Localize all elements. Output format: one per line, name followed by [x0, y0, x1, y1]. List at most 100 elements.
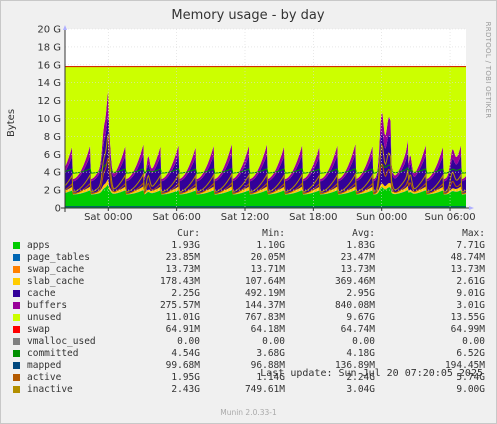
legend-label: page_tables — [27, 252, 90, 263]
legend-row-cache: cache 2.25G 492.19M 2.95G 9.01G — [0, 288, 497, 300]
legend-cur-value: 275.57M — [159, 300, 200, 311]
legend-label: mapped — [27, 360, 62, 371]
legend-max-value: 5.74G — [456, 372, 485, 383]
col-min-header: Min: — [262, 228, 285, 239]
x-axis-arrow-icon — [469, 206, 474, 210]
chart-svg: Memory usage - by day Bytes RRDTOOL / TO… — [6, 8, 492, 223]
legend-label: active — [27, 372, 62, 383]
legend-row-buffers: buffers 275.57M 144.37M 840.08M 3.01G — [0, 300, 497, 312]
y-axis-label: Bytes — [6, 109, 17, 137]
legend-avg-value: 4.18G — [346, 348, 375, 359]
area-buffers — [65, 89, 466, 182]
legend-avg-value: 840.08M — [334, 300, 375, 311]
legend-swatch — [13, 242, 20, 249]
y-tick-label: 18 G — [37, 42, 61, 53]
x-ticks: Sat 00:00 Sat 06:00 Sat 12:00 Sat 18:00 Sun … — [84, 208, 476, 223]
y-tick-label: 4 G — [44, 168, 61, 179]
legend-cur-value: 11.01G — [165, 312, 200, 323]
legend-row-page-tables: page_tables 23.85M 20.05M 23.47M 48.74M — [0, 252, 497, 264]
legend-max-value: 6.52G — [456, 348, 485, 359]
legend-swatch — [13, 314, 20, 321]
legend-swatch — [13, 362, 20, 369]
y-tick-label: 12 G — [37, 96, 61, 107]
y-tick-label: 6 G — [44, 150, 61, 161]
x-tick-label: Sat 12:00 — [221, 212, 269, 223]
legend-cur-value: 99.68M — [165, 360, 200, 371]
legend-min-value: 1.14G — [256, 372, 285, 383]
legend-max-value: 194.45M — [444, 360, 485, 371]
legend-cur-value: 4.54G — [171, 348, 200, 359]
legend-min-value: 3.68G — [256, 348, 285, 359]
legend-min-value: 13.71M — [250, 264, 285, 275]
legend-label: unused — [27, 312, 62, 323]
legend-cur-value: 1.95G — [171, 372, 200, 383]
legend-header: Cur: Min: Avg: Max: — [0, 228, 497, 240]
legend-min-value: 20.05M — [250, 252, 285, 263]
last-update-text: Last update: Sun Jul 20 07:20:05 2025 — [260, 368, 483, 379]
legend-avg-value: 2.24G — [346, 372, 375, 383]
legend-row-swap-cache: swap_cache 13.73M 13.71M 13.73M 13.73M — [0, 264, 497, 276]
x-tick-label: Sun 00:00 — [356, 212, 407, 223]
y-tick-label: 10 G — [37, 114, 61, 125]
legend-row-swap: swap 64.91M 64.18M 64.74M 64.99M — [0, 324, 497, 336]
legend-min-value: 107.64M — [244, 276, 285, 287]
col-cur-header: Cur: — [177, 228, 200, 239]
legend-avg-value: 0.00 — [352, 336, 375, 347]
legend-max-value: 3.01G — [456, 300, 485, 311]
legend-row-active: active 1.95G 1.14G 2.24G 5.74G — [0, 372, 497, 384]
legend-label: buffers — [27, 300, 68, 311]
area-cache — [65, 114, 466, 193]
legend-row-unused: unused 11.01G 767.83M 9.67G 13.55G — [0, 312, 497, 324]
grid — [65, 28, 466, 208]
y-tick-label: 20 G — [37, 25, 61, 36]
area-slab-cache — [65, 179, 466, 195]
y-tick-label: 0 — [55, 204, 61, 215]
legend-cur-value: 0.00 — [177, 336, 200, 347]
x-tick-label: Sat 00:00 — [84, 212, 132, 223]
legend-row-apps: apps 1.93G 1.10G 1.83G 7.71G — [0, 240, 497, 252]
legend-max-value: 13.55G — [450, 312, 485, 323]
legend-min-value: 1.10G — [256, 240, 285, 251]
legend-swatch — [13, 278, 20, 285]
legend-swatch — [13, 266, 20, 273]
legend-swatch — [13, 254, 20, 261]
legend-cur-value: 178.43M — [159, 276, 200, 287]
y-tick-label: 14 G — [37, 78, 61, 89]
area-unused — [65, 66, 466, 180]
legend-label: swap — [27, 324, 50, 335]
legend-min-value: 749.61M — [244, 384, 285, 395]
y-tick-label: 16 G — [37, 60, 61, 71]
legend-avg-value: 1.83G — [346, 240, 375, 251]
legend-min-value: 492.19M — [244, 288, 285, 299]
legend-min-value: 96.88M — [250, 360, 285, 371]
rrdtool-credit: RRDTOOL / TOBI OETIKER — [484, 22, 492, 119]
legend-cur-value: 2.43G — [171, 384, 200, 395]
legend-avg-value: 136.89M — [334, 360, 375, 371]
y-axis-arrow-icon — [63, 25, 67, 30]
line-active — [64, 157, 467, 195]
legend-swatch — [13, 386, 20, 393]
x-tick-label: Sun 06:00 — [425, 212, 476, 223]
legend-row-inactive: inactive 2.43G 749.61M 3.04G 9.00G — [0, 384, 497, 396]
legend-row-committed: committed 4.54G 3.68G 4.18G 6.52G — [0, 348, 497, 360]
legend-max-value: 9.00G — [456, 384, 485, 395]
legend-max-value: 0.00 — [462, 336, 485, 347]
y-tick-label: 8 G — [44, 132, 61, 143]
y-ticks: 0 2 G 4 G 6 G 8 G 10 G 12 G 14 G 16 G 18 G 20 G — [37, 25, 61, 215]
legend-avg-value: 369.46M — [334, 276, 375, 287]
area-page-tables — [65, 184, 466, 195]
legend-max-value: 2.61G — [456, 276, 485, 287]
legend-swatch — [13, 338, 20, 345]
legend-cur-value: 2.25G — [171, 288, 200, 299]
legend-row-mapped: mapped 99.68M 96.88M 136.89M 194.45M — [0, 360, 497, 372]
x-tick-label: Sat 18:00 — [289, 212, 337, 223]
legend-max-value: 48.74M — [450, 252, 485, 263]
legend-avg-value: 2.95G — [346, 288, 375, 299]
legend-label: committed — [27, 348, 79, 359]
col-avg-header: Avg: — [352, 228, 375, 239]
chart-title: Memory usage - by day — [171, 8, 324, 23]
y-tick-label: 2 G — [44, 186, 61, 197]
legend-cur-value: 1.93G — [171, 240, 200, 251]
legend-max-value: 9.01G — [456, 288, 485, 299]
legend-min-value: 64.18M — [250, 324, 285, 335]
